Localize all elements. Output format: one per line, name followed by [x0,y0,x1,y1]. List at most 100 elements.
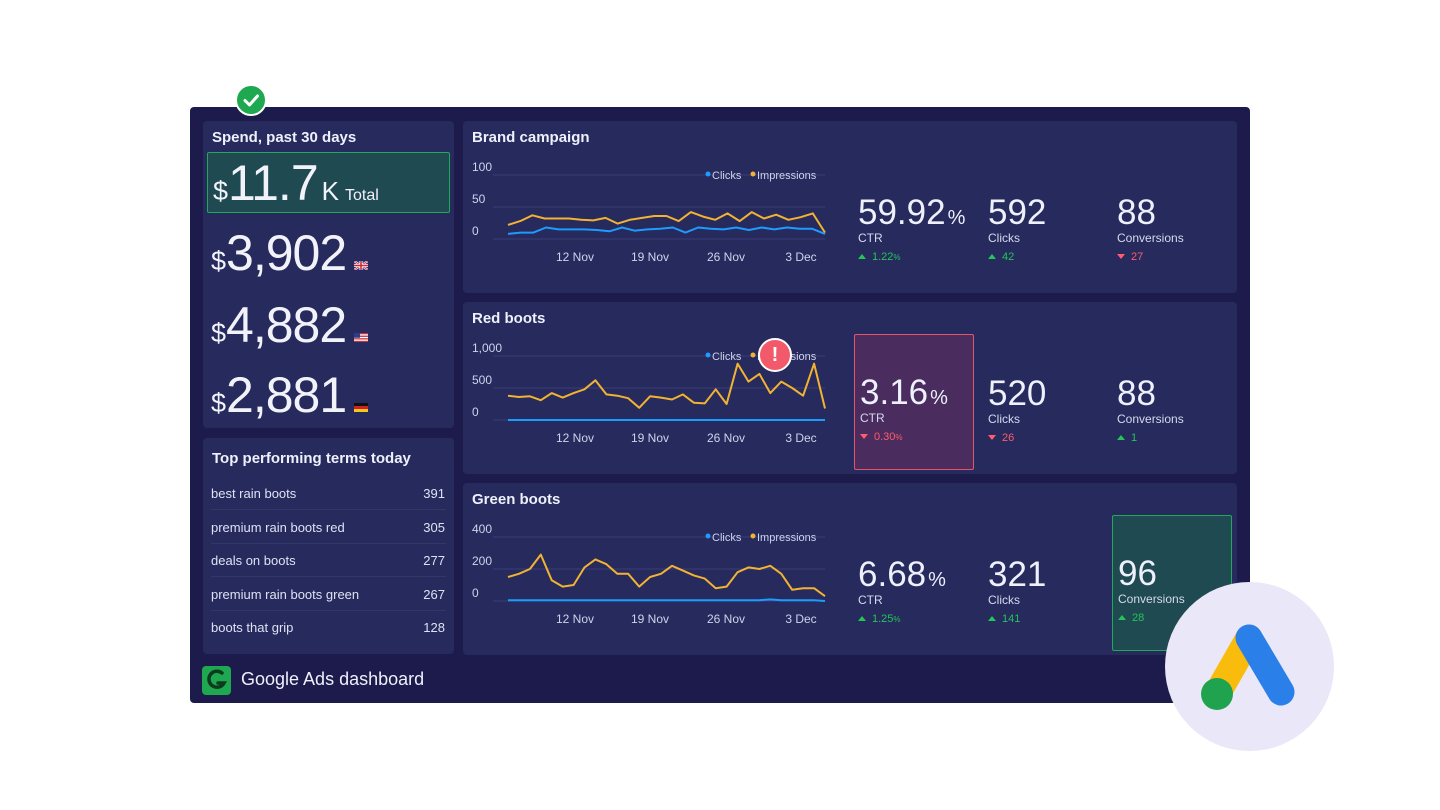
top-terms-panel: Top performing terms today best rain boo… [203,438,454,654]
arrow-down-icon [860,434,868,439]
currency-symbol: $ [211,246,227,276]
table-row: best rain boots 391 [211,476,446,510]
term-value: 391 [423,486,445,501]
legend-label: Impressions [757,170,817,182]
conversions-metric: 88 Conversions 1 [1112,302,1232,474]
ctr-label: CTR [858,593,883,607]
y-tick-label: 0 [472,224,479,238]
term-name: deals on boots [211,553,296,568]
x-tick-label: 19 Nov [631,431,669,445]
x-tick-label: 12 Nov [556,612,594,626]
clicks-metric: 520 Clicks 26 [983,302,1103,474]
legend-marker [750,533,756,539]
series-line-impressions [507,362,826,409]
arrow-up-icon [988,616,996,621]
total-label: Total [344,187,379,204]
term-value: 305 [423,520,445,535]
legend-label: Impressions [757,532,817,544]
y-tick-label: 0 [472,586,479,600]
conversions-delta: 28 [1118,612,1144,624]
total-suffix: K [321,176,339,206]
ctr-metric: 59.92% CTR 1.22% [853,121,973,293]
legend-marker [705,352,711,358]
term-name: best rain boots [211,486,297,501]
ctr-unit: % [947,207,966,229]
ctr-delta: 0.30% [860,431,903,443]
x-tick-label: 12 Nov [556,431,594,445]
x-tick-label: 12 Nov [556,250,594,264]
term-name: boots that grip [211,620,294,635]
clicks-delta: 141 [988,613,1020,625]
x-tick-label: 26 Nov [707,250,745,264]
y-tick-label: 100 [472,161,492,174]
campaign-title: Red boots [472,310,546,327]
total-spend-card: $11.7 K Total [207,152,450,213]
delta-value: 42 [1002,251,1015,263]
brand-campaign-panel: Brand campaign 100 50 0 12 Nov 19 Nov 26 Nov 3… [463,121,1237,293]
ctr-metric: 6.68% CTR 1.25% [853,483,973,655]
clicks-label: Clicks [988,593,1020,607]
ctr-value: 3.16 [860,373,929,412]
y-tick-label: 500 [472,373,492,387]
x-tick-label: 26 Nov [707,431,745,445]
de-flag-icon [354,403,369,412]
delta-value: 1.25 [872,613,894,625]
ctr-metric: 3.16% CTR 0.30% [854,334,974,470]
clicks-label: Clicks [988,231,1020,245]
legend-label: Clicks [712,170,742,182]
spend-uk-value: 3,902 [226,225,347,281]
delta-value: 141 [1002,613,1021,625]
clicks-value: 592 [988,193,1047,232]
google-ads-logo-icon [1165,582,1334,751]
x-tick-label: 3 Dec [785,250,816,264]
table-row: premium rain boots red 305 [211,510,446,544]
delta-unit: % [893,253,901,262]
spend-title: Spend, past 30 days [212,129,357,146]
clicks-label: Clicks [988,412,1020,426]
conversions-value: 88 [1117,193,1156,232]
x-tick-label: 19 Nov [631,250,669,264]
delta-unit: % [895,433,903,442]
conversions-label: Conversions [1117,231,1184,245]
spend-panel: Spend, past 30 days $11.7 K Total $3,902 $… [203,121,454,428]
ctr-unit: % [928,569,946,591]
delta-value: 1.22 [872,251,894,263]
table-row: premium rain boots green 267 [211,577,446,611]
currency-symbol: $ [211,318,227,348]
arrow-up-icon [988,254,996,259]
total-value: 11.7 [228,155,319,211]
ctr-delta: 1.22% [858,251,901,263]
term-name: premium rain boots red [211,520,345,535]
us-flag-icon [354,333,369,342]
arrow-up-icon [858,254,866,259]
green-boots-chart: 400 200 0 12 Nov 19 Nov 26 Nov 3 Dec Clicks Impr… [472,523,826,626]
spend-uk: $3,902 [211,224,369,282]
delta-value: 1 [1131,432,1138,444]
legend-label: Clicks [712,532,742,544]
x-tick-label: 26 Nov [707,612,745,626]
clicks-value: 520 [988,374,1047,413]
dashboard: Spend, past 30 days $11.7 K Total $3,902 $… [190,107,1250,703]
campaign-title: Green boots [472,491,561,508]
terms-title: Top performing terms today [212,450,411,467]
conversions-metric: 88 Conversions 27 [1112,121,1232,293]
y-tick-label: 400 [472,523,492,536]
y-tick-label: 1,000 [472,342,502,355]
term-value: 267 [423,587,445,602]
conversions-label: Conversions [1117,412,1184,426]
total-spend: $11.7 K Total [213,154,379,212]
ctr-label: CTR [860,411,885,425]
clicks-value: 321 [988,555,1047,594]
legend-label: Clicks [712,351,742,363]
currency-symbol: $ [211,388,227,418]
ctr-value: 6.68 [858,555,927,594]
check-icon [235,84,267,116]
alert-icon: ! [758,338,792,372]
conversions-value: 96 [1118,554,1157,593]
conversions-label: Conversions [1118,592,1185,606]
legend-marker [750,352,756,358]
legend-marker [750,171,756,177]
ctr-unit: % [930,387,948,409]
arrow-up-icon [1118,615,1126,620]
y-tick-label: 200 [472,554,492,568]
